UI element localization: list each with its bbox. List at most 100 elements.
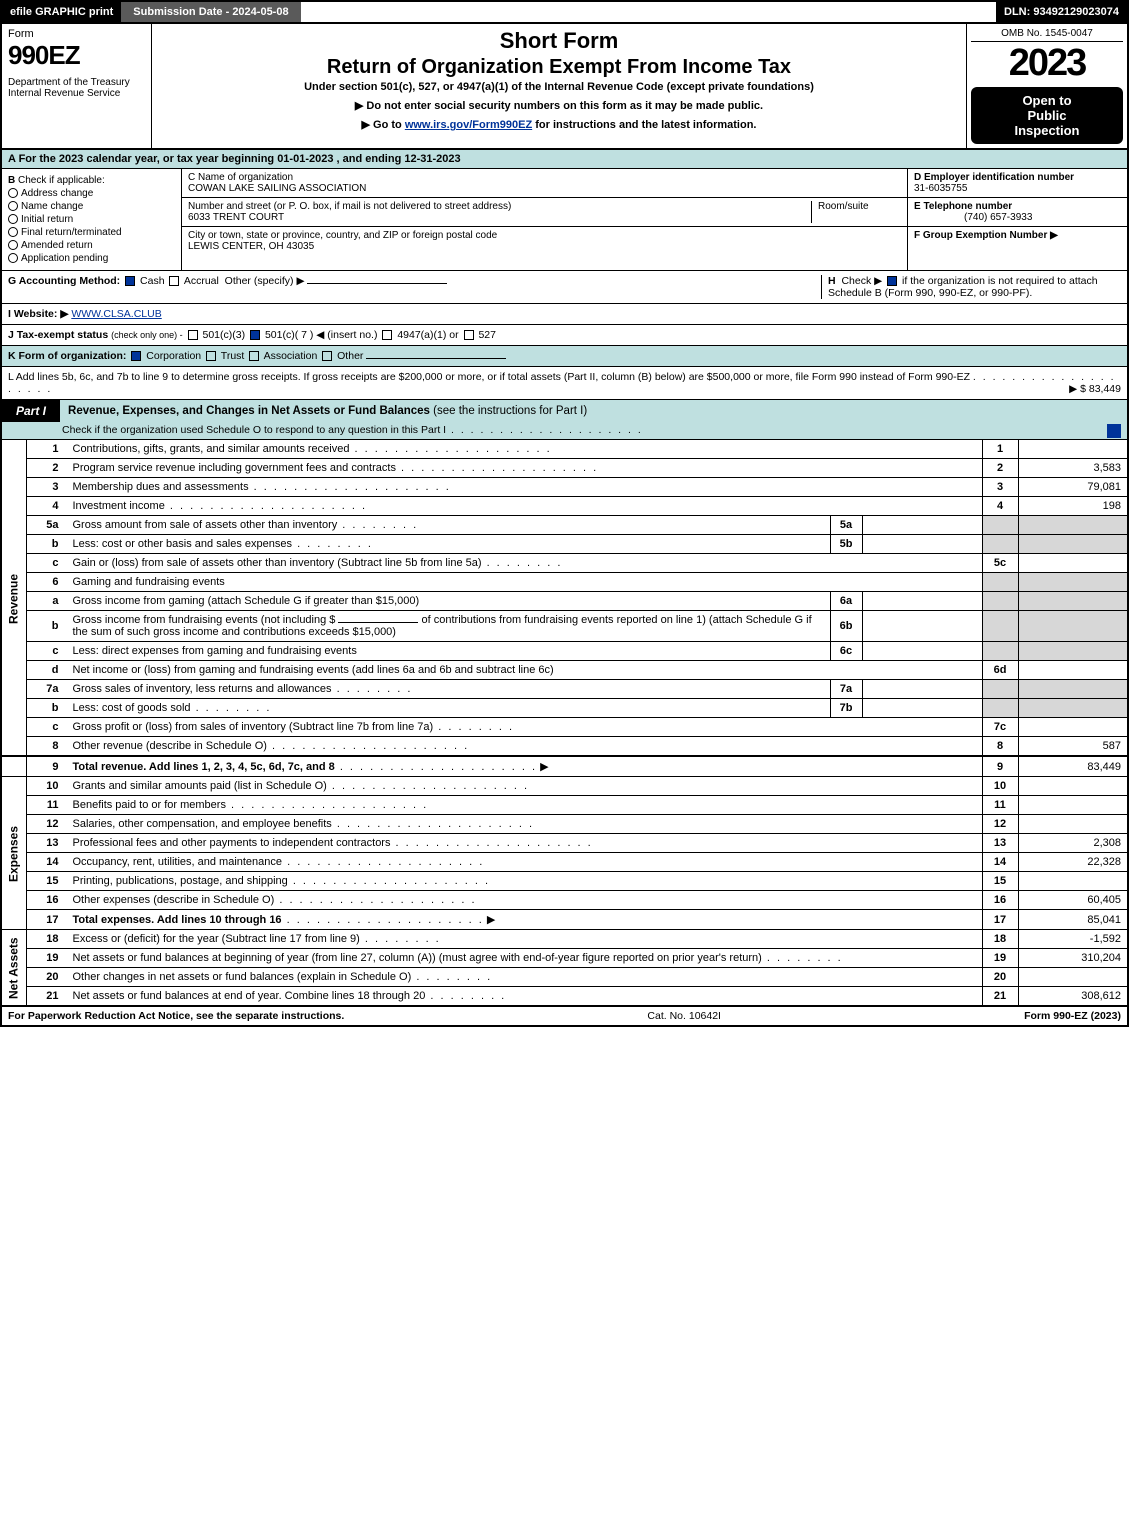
line-5b: b Less: cost or other basis and sales ex… xyxy=(1,535,1128,554)
part-i-checkbox[interactable] xyxy=(1107,424,1121,438)
street-label: Number and street (or P. O. box, if mail… xyxy=(188,201,811,212)
opt-amended-return: Amended return xyxy=(21,240,93,251)
l10-val xyxy=(1018,777,1128,796)
k-other-checkbox[interactable] xyxy=(322,351,332,361)
l6b-desc1: Gross income from fundraising events (no… xyxy=(73,614,336,626)
opt-final-return: Final return/terminated xyxy=(21,227,122,238)
l5b-num: b xyxy=(27,535,69,554)
l14-r: 14 xyxy=(982,853,1018,872)
l15-desc: Printing, publications, postage, and shi… xyxy=(73,875,288,887)
final-return-checkbox[interactable] xyxy=(8,227,18,237)
line-5a: 5a Gross amount from sale of assets othe… xyxy=(1,516,1128,535)
application-pending-checkbox[interactable] xyxy=(8,253,18,263)
l5a-sub: 5a xyxy=(830,516,862,535)
phone-label: E Telephone number xyxy=(914,201,1012,212)
l7c-num: c xyxy=(27,718,69,737)
l1-num: 1 xyxy=(27,440,69,459)
initial-return-checkbox[interactable] xyxy=(8,214,18,224)
instr2-post: for instructions and the latest informat… xyxy=(532,119,756,131)
l3-num: 3 xyxy=(27,478,69,497)
i-label: I Website: ▶ xyxy=(8,308,68,320)
form-title: Return of Organization Exempt From Incom… xyxy=(158,56,960,79)
b-label: B xyxy=(8,175,15,186)
amended-return-checkbox[interactable] xyxy=(8,240,18,250)
l13-num: 13 xyxy=(27,834,69,853)
j-527-checkbox[interactable] xyxy=(464,330,474,340)
k-corp-checkbox[interactable] xyxy=(131,351,141,361)
l13-r: 13 xyxy=(982,834,1018,853)
part-i-table: Revenue 1 Contributions, gifts, grants, … xyxy=(0,440,1129,1006)
line-7c: c Gross profit or (loss) from sales of i… xyxy=(1,718,1128,737)
part-i-label: Part I xyxy=(2,400,60,422)
j-501c-checkbox[interactable] xyxy=(250,330,260,340)
address-change-checkbox[interactable] xyxy=(8,188,18,198)
l2-r: 2 xyxy=(982,459,1018,478)
accrual-checkbox[interactable] xyxy=(169,276,179,286)
k-assoc-checkbox[interactable] xyxy=(249,351,259,361)
footer-left: For Paperwork Reduction Act Notice, see … xyxy=(8,1010,344,1022)
l4-val: 198 xyxy=(1018,497,1128,516)
footer-catalog: Cat. No. 10642I xyxy=(647,1010,721,1022)
line-19: 19 Net assets or fund balances at beginn… xyxy=(1,949,1128,968)
opt-application-pending: Application pending xyxy=(21,253,108,264)
l19-desc: Net assets or fund balances at beginning… xyxy=(73,952,762,964)
l5b-valshade xyxy=(1018,535,1128,554)
l15-num: 15 xyxy=(27,872,69,891)
j-o4: 527 xyxy=(478,329,496,341)
l21-num: 21 xyxy=(27,987,69,1006)
l4-desc: Investment income xyxy=(73,500,165,512)
l5c-val xyxy=(1018,554,1128,573)
l6c-num: c xyxy=(27,642,69,661)
department-label: Department of the Treasury Internal Reve… xyxy=(8,77,145,99)
j-501c3-checkbox[interactable] xyxy=(188,330,198,340)
name-change-checkbox[interactable] xyxy=(8,201,18,211)
section-c: C Name of organization COWAN LAKE SAILIN… xyxy=(182,169,907,270)
badge-line-1: Open to xyxy=(975,93,1119,108)
k-label: K Form of organization: xyxy=(8,350,126,362)
l6d-val xyxy=(1018,661,1128,680)
l17-num: 17 xyxy=(27,910,69,930)
l5b-desc: Less: cost or other basis and sales expe… xyxy=(73,538,293,550)
line-12: 12 Salaries, other compensation, and emp… xyxy=(1,815,1128,834)
l1-val xyxy=(1018,440,1128,459)
l16-desc: Other expenses (describe in Schedule O) xyxy=(73,894,275,906)
j-4947-checkbox[interactable] xyxy=(382,330,392,340)
section-b: B Check if applicable: Address change Na… xyxy=(2,169,182,270)
phone-value: (740) 657-3933 xyxy=(964,212,1032,223)
g-accrual: Accrual xyxy=(184,275,219,287)
form-label: Form xyxy=(8,28,145,40)
k-trust-checkbox[interactable] xyxy=(206,351,216,361)
l-text: L Add lines 5b, 6c, and 7b to line 9 to … xyxy=(8,371,970,383)
short-form-label: Short Form xyxy=(158,28,960,54)
line-j: J Tax-exempt status (check only one) - 5… xyxy=(0,325,1129,346)
l6d-r: 6d xyxy=(982,661,1018,680)
k-trust: Trust xyxy=(221,350,245,362)
l7b-desc: Less: cost of goods sold xyxy=(73,702,191,714)
l21-desc: Net assets or fund balances at end of ye… xyxy=(73,990,426,1002)
line-k: K Form of organization: Corporation Trus… xyxy=(0,346,1129,367)
irs-link[interactable]: www.irs.gov/Form990EZ xyxy=(405,119,532,131)
line-1: Revenue 1 Contributions, gifts, grants, … xyxy=(1,440,1128,459)
l2-desc: Program service revenue including govern… xyxy=(73,462,396,474)
efile-print-button[interactable]: efile GRAPHIC print xyxy=(2,2,121,22)
l19-val: 310,204 xyxy=(1018,949,1128,968)
dln-number: DLN: 93492129023074 xyxy=(996,2,1127,22)
line-7b: b Less: cost of goods sold 7b xyxy=(1,699,1128,718)
l7b-sub: 7b xyxy=(830,699,862,718)
j-note: (check only one) - xyxy=(111,330,183,340)
line-6: 6 Gaming and fundraising events xyxy=(1,573,1128,592)
l9-desc: Total revenue. Add lines 1, 2, 3, 4, 5c,… xyxy=(73,761,335,773)
website-link[interactable]: WWW.CLSA.CLUB xyxy=(71,308,161,320)
l6d-desc: Net income or (loss) from gaming and fun… xyxy=(73,664,554,676)
cash-checkbox[interactable] xyxy=(125,276,135,286)
k-assoc: Association xyxy=(264,350,318,362)
instruction-2: ▶ Go to www.irs.gov/Form990EZ for instru… xyxy=(158,118,960,131)
h-checkbox[interactable] xyxy=(887,276,897,286)
l5a-rshade xyxy=(982,516,1018,535)
l5a-subval xyxy=(862,516,982,535)
l20-r: 20 xyxy=(982,968,1018,987)
l7c-desc: Gross profit or (loss) from sales of inv… xyxy=(73,721,434,733)
l19-r: 19 xyxy=(982,949,1018,968)
line-5c: c Gain or (loss) from sale of assets oth… xyxy=(1,554,1128,573)
expenses-side-label: Expenses xyxy=(1,777,27,930)
